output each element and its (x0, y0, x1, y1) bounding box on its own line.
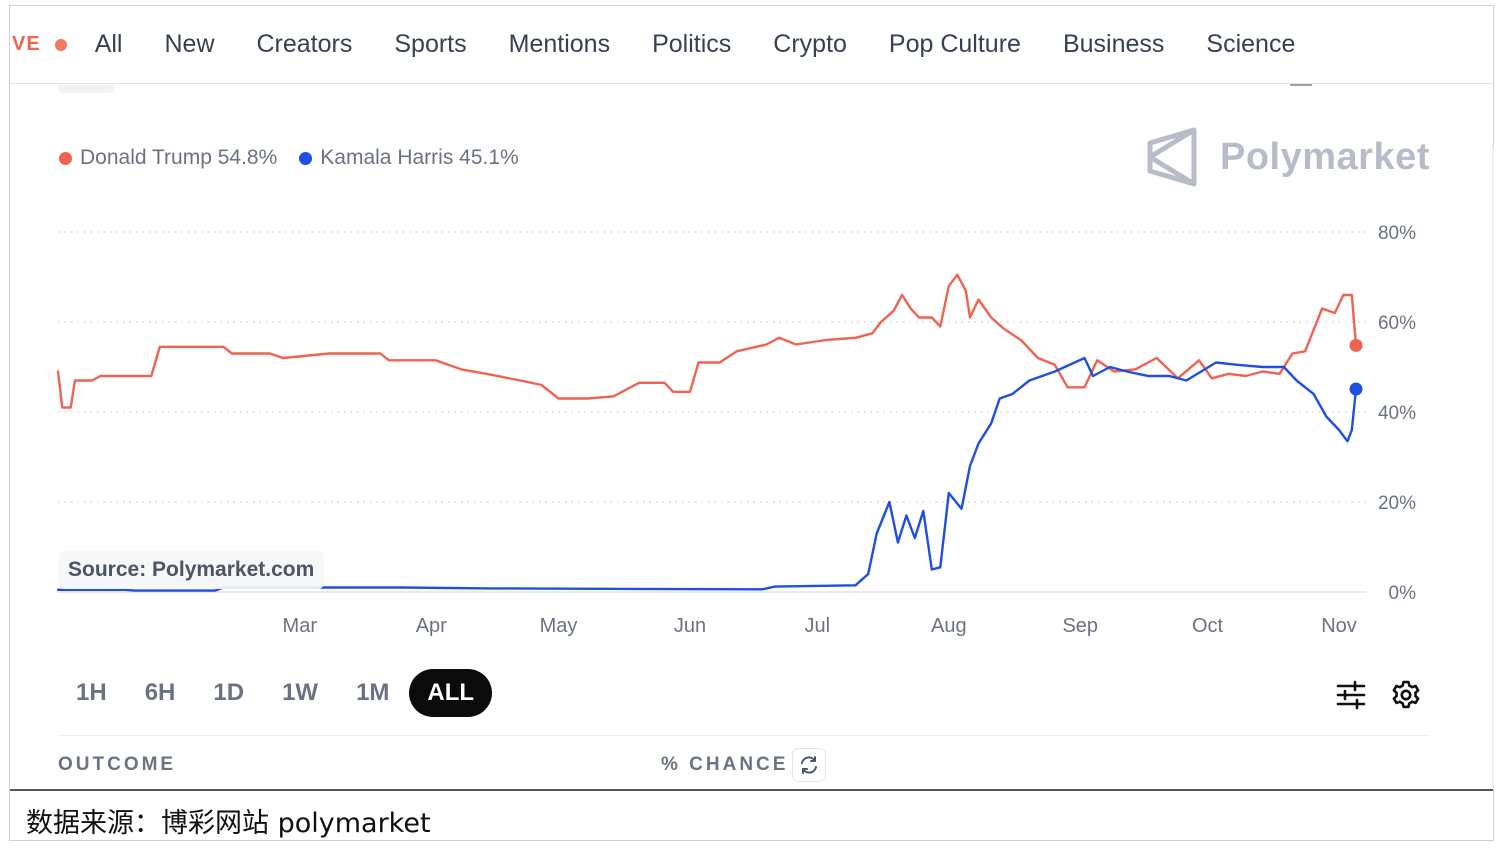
nav-item-all[interactable]: All (94, 30, 123, 58)
range-button-1m[interactable]: 1M (356, 679, 390, 706)
polymarket-logo-icon (1147, 127, 1197, 187)
series-end-point-kamala-harris (1349, 382, 1363, 396)
nav-item-pop-culture[interactable]: Pop Culture (888, 30, 1021, 58)
live-label: VE (12, 33, 41, 55)
x-tick-label: Apr (416, 615, 447, 637)
legend-dot-harris (299, 151, 313, 165)
range-button-all[interactable]: ALL (409, 669, 493, 717)
y-tick-label: 20% (1378, 493, 1416, 514)
live-indicator[interactable]: VE (12, 33, 67, 56)
source-caption: 数据来源：博彩网站 polymarket (26, 808, 431, 839)
collapsed-icon-stub (1290, 84, 1312, 86)
time-range-selector: 1H 6H 1D 1W 1M ALL (58, 669, 494, 717)
legend-label-trump: Donald Trump 54.8% (80, 146, 278, 169)
nav-item-politics[interactable]: Politics (652, 30, 732, 58)
x-tick-label: Jul (804, 615, 830, 637)
nav-item-new[interactable]: New (164, 30, 215, 58)
source-badge: Source: Polymarket.com (58, 551, 325, 589)
sliders-icon[interactable] (1335, 679, 1367, 711)
series-end-point-donald-trump (1349, 338, 1363, 352)
panel-divider (1492, 146, 1494, 786)
series-line-kamala-harris (56, 356, 1358, 592)
nav-item-sports[interactable]: Sports (394, 30, 467, 58)
y-tick-label: 60% (1378, 313, 1416, 334)
x-tick-label: Oct (1192, 615, 1224, 637)
nav-item-creators[interactable]: Creators (256, 30, 353, 58)
polymarket-watermark: Polymarket (1146, 126, 1430, 188)
line-chart: 0% 20% 40% 60% 80% Mar Apr May Jun Jul Aug Sep Oct No… (56, 223, 1417, 637)
range-button-6h[interactable]: 6H (144, 679, 176, 706)
chart-legend: Donald Trump 54.8% Kamala Harris 45.1% (59, 146, 541, 170)
x-tick-label: Mar (283, 615, 318, 637)
outcome-column-header: OUTCOME (58, 754, 177, 775)
x-tick-label: Jun (674, 615, 706, 637)
legend-item-trump: Donald Trump 54.8% (59, 146, 277, 170)
nav-item-mentions[interactable]: Mentions (508, 30, 611, 58)
range-button-1d[interactable]: 1D (213, 679, 245, 706)
gear-icon[interactable] (1390, 679, 1422, 711)
y-tick-label: 0% (1389, 583, 1417, 604)
caption-bar: 数据来源：博彩网站 polymarket (10, 789, 1493, 840)
refresh-button[interactable] (792, 748, 826, 782)
top-navigation: VE All New Creators Sports Mentions Poli… (10, 6, 1493, 84)
chance-column-header: % CHANCE (661, 754, 789, 775)
legend-item-harris: Kamala Harris 45.1% (299, 146, 519, 170)
legend-label-harris: Kamala Harris 45.1% (320, 146, 519, 169)
x-tick-label: Sep (1062, 615, 1098, 637)
page-frame: VE All New Creators Sports Mentions Poli… (9, 5, 1494, 841)
legend-dot-trump (59, 151, 72, 165)
nav-item-science[interactable]: Science (1206, 30, 1296, 58)
y-tick-label: 80% (1378, 223, 1416, 244)
range-button-1h[interactable]: 1H (76, 679, 107, 706)
x-tick-label: Aug (931, 615, 967, 637)
x-tick-label: May (540, 615, 578, 637)
x-tick-label: Nov (1321, 615, 1357, 637)
series-line-donald-trump (56, 273, 1358, 409)
range-button-1w[interactable]: 1W (282, 679, 319, 706)
collapsed-tab-stub (58, 85, 114, 93)
y-tick-label: 40% (1378, 403, 1416, 424)
brand-name: Polymarket (1220, 135, 1430, 178)
nav-item-business[interactable]: Business (1062, 30, 1165, 58)
nav-item-crypto[interactable]: Crypto (773, 30, 847, 58)
live-dot-icon (54, 38, 67, 51)
outcome-header-row: OUTCOME % CHANCE (58, 735, 1430, 789)
refresh-icon (801, 756, 817, 774)
